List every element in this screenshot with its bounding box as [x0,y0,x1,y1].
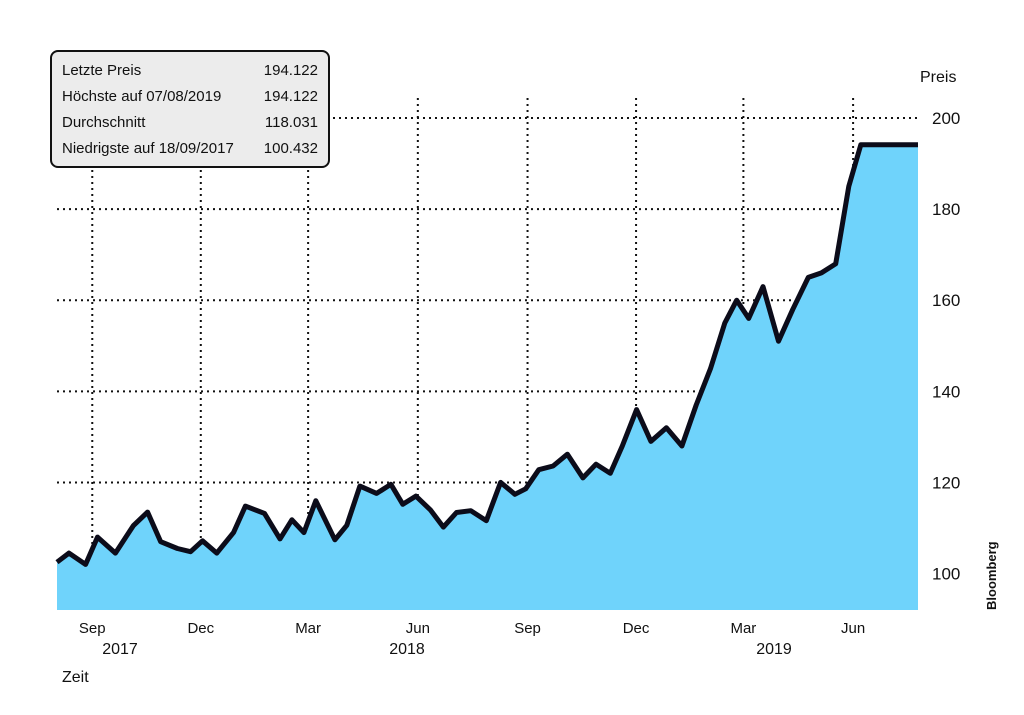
x-tick-label: Sep [514,620,541,637]
x-tick-label: Sep [79,620,106,637]
y-tick-label: 120 [932,473,960,492]
stats-box: Letzte Preis 194.122 Höchste auf 07/08/2… [50,50,330,168]
stats-value: 194.122 [263,88,318,105]
price-area [57,144,918,611]
stats-row-average: Durchschnitt 118.031 [62,110,318,136]
y-axis-ticks: 100 120 140 160 180 200 [932,109,960,584]
y-tick-label: 140 [932,382,960,401]
stats-value: 100.432 [263,140,318,157]
x-tick-label: Jun [841,620,865,637]
stats-row-high: Höchste auf 07/08/2019 194.122 [62,84,318,110]
year-label: 2018 [389,641,425,658]
stats-value: 194.122 [263,62,318,79]
stats-label: Letzte Preis [62,62,142,79]
x-tick-label: Mar [295,620,321,637]
year-labels: 2017 2018 2019 [102,641,792,658]
x-tick-label: Jun [406,620,430,637]
y-tick-label: 200 [932,109,960,128]
y-tick-label: 160 [932,291,960,310]
stats-row-low: Niedrigste auf 18/09/2017 100.432 [62,136,318,162]
stats-label: Niedrigste auf 18/09/2017 [62,140,234,157]
source-label: Bloomberg [984,541,999,610]
year-label: 2019 [756,641,792,658]
stats-label: Durchschnitt [62,114,146,131]
y-tick-label: 180 [932,200,960,219]
x-tick-label: Mar [730,620,756,637]
price-line [55,142,919,567]
y-axis-label: Preis [920,69,956,86]
stats-row-last: Letzte Preis 194.122 [62,58,318,84]
year-label: 2017 [102,641,138,658]
stats-value: 118.031 [264,114,318,131]
x-axis-ticks: Sep Dec Mar Jun Sep Dec Mar Jun [79,620,865,637]
x-tick-label: Dec [187,620,214,637]
stats-label: Höchste auf 07/08/2019 [62,88,222,105]
y-tick-label: 100 [932,565,960,584]
x-tick-label: Dec [623,620,650,637]
x-axis-label: Zeit [62,669,89,686]
